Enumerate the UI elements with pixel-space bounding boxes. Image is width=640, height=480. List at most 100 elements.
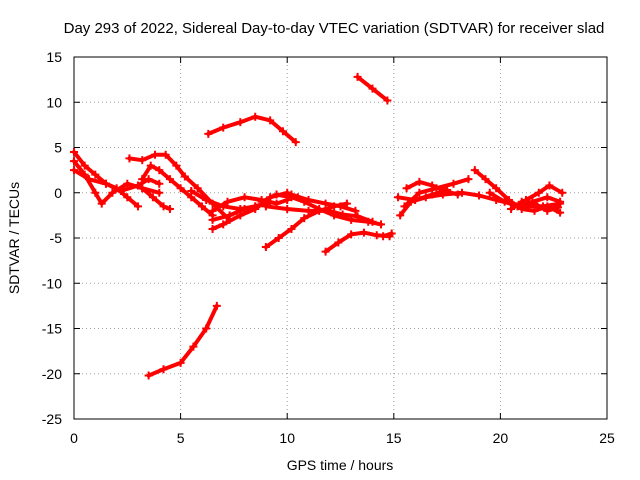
x-axis: 0 5 10 15 20 25 bbox=[70, 57, 615, 446]
data-point bbox=[212, 301, 221, 310]
data-point bbox=[402, 184, 411, 193]
data-point bbox=[193, 184, 202, 193]
data-point bbox=[176, 184, 185, 193]
data-point bbox=[553, 203, 562, 212]
data-point bbox=[176, 358, 185, 367]
data-point bbox=[116, 186, 125, 195]
x-axis-label: GPS time / hours bbox=[287, 457, 394, 473]
x-tick-label: 25 bbox=[599, 430, 615, 446]
data-point bbox=[464, 175, 473, 184]
data-point bbox=[133, 202, 142, 211]
data-point bbox=[272, 190, 281, 199]
series-arc-6 bbox=[140, 186, 172, 211]
data-point bbox=[144, 371, 153, 380]
y-tick-label: -15 bbox=[42, 321, 62, 337]
data-point bbox=[161, 150, 170, 159]
data-point bbox=[387, 229, 396, 238]
data-point bbox=[123, 179, 132, 188]
data-point bbox=[251, 112, 260, 121]
data-point bbox=[187, 186, 196, 195]
data-point bbox=[287, 224, 296, 233]
data-point bbox=[481, 175, 490, 184]
data-point bbox=[347, 230, 356, 239]
data-point bbox=[440, 186, 449, 195]
series-arc-18 bbox=[146, 303, 219, 378]
data-point bbox=[485, 188, 494, 197]
data-point bbox=[379, 232, 388, 241]
data-point bbox=[133, 181, 142, 190]
data-point bbox=[151, 150, 160, 159]
data-point bbox=[338, 210, 347, 219]
data-point bbox=[543, 206, 552, 215]
y-axis-label: SDTVAR / TECUs bbox=[6, 182, 22, 294]
data-point bbox=[155, 179, 164, 188]
data-point bbox=[353, 72, 362, 81]
data-point bbox=[261, 243, 270, 252]
y-tick-label: -20 bbox=[42, 366, 62, 382]
y-tick-label: 15 bbox=[46, 49, 62, 65]
data-point bbox=[351, 206, 360, 215]
data-point bbox=[70, 157, 78, 166]
data-point bbox=[84, 175, 93, 184]
data-point bbox=[155, 188, 164, 197]
data-point bbox=[315, 206, 324, 215]
data-point bbox=[123, 193, 132, 202]
x-tick-label: 20 bbox=[493, 430, 509, 446]
data-point bbox=[534, 188, 543, 197]
data-point bbox=[300, 214, 309, 223]
data-point bbox=[165, 175, 174, 184]
data-point bbox=[70, 148, 78, 157]
data-point bbox=[449, 179, 458, 188]
data-point bbox=[274, 234, 283, 242]
data-point bbox=[558, 188, 567, 197]
data-point bbox=[400, 202, 409, 211]
y-axis: 15 10 5 0 -5 -10 -15 -20 -25 bbox=[42, 49, 607, 427]
x-tick-label: 5 bbox=[177, 430, 185, 446]
x-tick-label: 10 bbox=[279, 430, 295, 446]
data-point bbox=[70, 166, 78, 175]
data-point bbox=[556, 197, 565, 206]
data-point bbox=[530, 206, 539, 215]
data-point bbox=[138, 156, 147, 165]
series-arc-27 bbox=[519, 199, 560, 213]
grid-lines bbox=[74, 57, 607, 419]
data-point bbox=[236, 118, 245, 127]
data-point bbox=[321, 247, 330, 256]
data-point bbox=[475, 191, 484, 200]
data-point bbox=[304, 195, 313, 204]
data-point bbox=[225, 211, 234, 220]
data-point bbox=[287, 190, 296, 199]
data-point bbox=[530, 199, 539, 208]
data-point bbox=[208, 215, 217, 224]
data-point bbox=[470, 166, 479, 175]
data-point bbox=[368, 217, 377, 226]
data-series bbox=[70, 72, 567, 380]
data-point bbox=[165, 205, 174, 214]
data-point bbox=[517, 197, 526, 206]
data-point bbox=[545, 181, 554, 190]
data-point bbox=[377, 220, 386, 229]
y-tick-label: 5 bbox=[54, 140, 62, 156]
data-point bbox=[321, 199, 330, 208]
data-point bbox=[202, 324, 211, 333]
data-point bbox=[159, 365, 168, 374]
data-point bbox=[91, 188, 100, 197]
data-point bbox=[415, 177, 424, 186]
data-point bbox=[507, 205, 516, 214]
data-point bbox=[291, 138, 300, 147]
data-point bbox=[458, 188, 467, 197]
y-tick-label: 0 bbox=[54, 185, 62, 201]
data-point bbox=[223, 197, 232, 206]
data-point bbox=[219, 220, 228, 229]
data-point bbox=[148, 193, 157, 202]
data-point bbox=[219, 123, 228, 132]
data-point bbox=[251, 205, 260, 214]
data-point bbox=[97, 199, 106, 208]
data-point bbox=[383, 96, 392, 105]
data-point bbox=[240, 193, 249, 202]
chart-title: Day 293 of 2022, Sidereal Day-to-day VTE… bbox=[64, 20, 605, 37]
data-point bbox=[415, 188, 424, 197]
data-point bbox=[428, 181, 437, 190]
data-point bbox=[394, 193, 403, 202]
data-point bbox=[556, 208, 565, 217]
